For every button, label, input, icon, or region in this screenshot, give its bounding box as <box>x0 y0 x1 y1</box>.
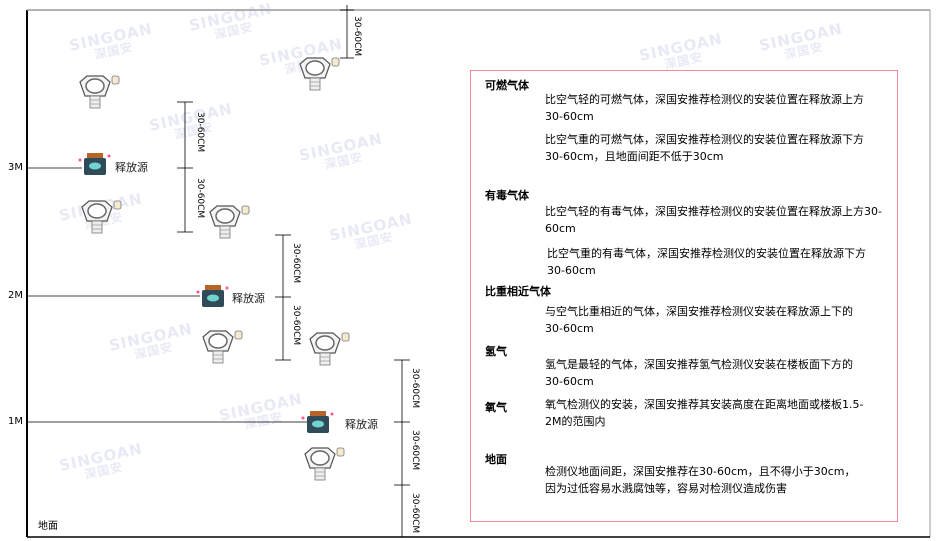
gas-detector-icon <box>81 200 122 234</box>
release-source-icon <box>196 285 229 307</box>
section-title: 地面 <box>485 453 507 466</box>
section-title: 可燃气体 <box>485 79 529 92</box>
gas-detector-icon <box>299 57 340 91</box>
level-3m-label: 3M <box>8 162 23 173</box>
dimension-label: 30-60CM <box>195 112 205 153</box>
section-text: 氧气检测仪的安装，深国安推荐其安装高度在距离地面或楼板1.5-2M的范围内 <box>545 398 864 428</box>
dimension-label: 30-60CM <box>291 243 301 284</box>
section-title: 氢气 <box>485 345 507 358</box>
section-text: 比空气重的可燃气体，深国安推荐检测仪的安装位置在释放源下方30-60cm，且地面… <box>545 133 864 163</box>
section-title: 比重相近气体 <box>485 285 551 298</box>
gas-detector-icon <box>304 447 345 481</box>
section-text: 比空气轻的可燃气体，深国安推荐检测仪的安装位置在释放源上方30-60cm <box>545 93 864 123</box>
installation-guide-panel: 可燃气体 比空气轻的可燃气体，深国安推荐检测仪的安装位置在释放源上方30-60c… <box>470 70 898 522</box>
section-text: 氢气是最轻的气体，深国安推荐氢气检测仪安装在楼板面下方的30-60cm <box>545 358 853 388</box>
release-source-icon <box>301 411 334 433</box>
dimension-label: 30-60CM <box>352 16 362 57</box>
section-text: 比空气轻的有毒气体，深国安推荐检测仪的安装位置在释放源上方30-60cm <box>545 205 882 235</box>
section-text: 检测仪地面间距，深国安推荐在30-60cm，且不得小于30cm，因为过低容易水溅… <box>545 465 856 495</box>
ground-label: 地面 <box>38 521 58 532</box>
section-text: 与空气比重相近的气体，深国安推荐检测仪安装在释放源上下的30-60cm <box>545 305 853 335</box>
level-1m-label: 1M <box>8 416 23 427</box>
level-2m-label: 2M <box>8 290 23 301</box>
source-label: 释放源 <box>232 292 265 305</box>
dimension-label: 30-60CM <box>291 305 301 346</box>
dimension-lines <box>177 5 410 537</box>
section-title: 有毒气体 <box>485 189 529 202</box>
gas-detector-icon <box>209 205 250 239</box>
dimension-label: 30-60CM <box>410 493 420 534</box>
dimension-label: 30-60CM <box>195 178 205 219</box>
gas-detector-icon <box>309 332 350 366</box>
dimension-label: 30-60CM <box>410 368 420 409</box>
release-source-icon <box>78 153 111 175</box>
gas-detector-icon <box>202 330 243 364</box>
section-title: 氧气 <box>485 401 507 414</box>
dimension-label: 30-60CM <box>410 430 420 471</box>
source-label: 释放源 <box>345 418 378 431</box>
source-label: 释放源 <box>115 161 148 174</box>
section-text: 比空气重的有毒气体，深国安推荐检测仪的安装位置在释放源下方30-60cm <box>547 247 866 277</box>
gas-detector-icon <box>79 75 120 109</box>
